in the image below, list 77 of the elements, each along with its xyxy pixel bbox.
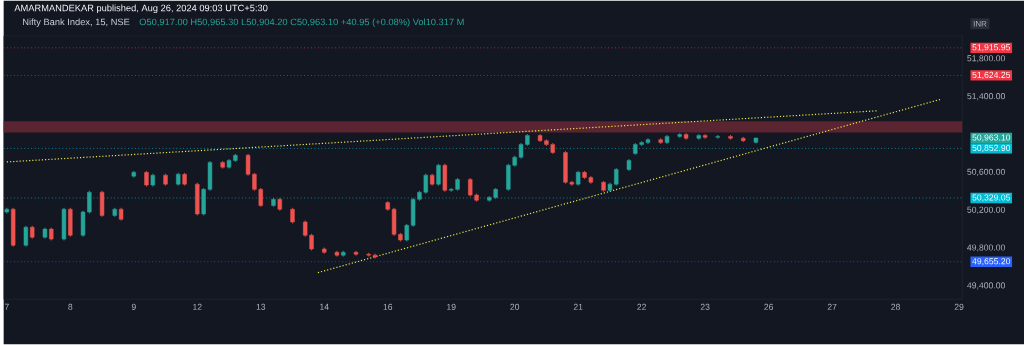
x-tick-label: 22 [637,304,646,311]
candlestick [334,250,340,258]
candlestick [99,190,105,218]
candlestick [341,250,346,258]
candlestick [220,160,225,170]
text: AMARMANDEKAR published, Aug 26, 2024 09:03 UTC+5:30 [14,4,268,14]
candlestick [277,197,282,212]
candlestick [49,227,54,241]
candlestick [702,133,708,140]
candlestick [658,138,663,145]
x-tick-label: 27 [827,304,837,311]
ref-line-label: 50,329.05 [972,194,1011,202]
x-tick-label: 20 [510,304,520,311]
y-tick-label: 51,400.00 [967,93,1005,101]
candlestick [61,207,67,241]
candlestick [290,207,295,224]
chart-title: Nifty Bank Index, 15, NSE [23,18,130,28]
x-tick-label: 28 [891,304,900,311]
candlestick [4,207,10,214]
y-tick-label: 50,200.00 [967,206,1005,214]
x-tick-label: 12 [193,304,202,311]
candlestick [429,173,435,187]
candlestick [664,134,670,145]
y-tick-label: 49,400.00 [967,282,1005,290]
candlestick [353,250,359,257]
candlestick [436,163,441,187]
ref-line-label: 50,852.90 [972,145,1011,153]
candlestick [30,225,35,240]
candlestick [614,168,619,187]
ref-line-label: 51,915.95 [972,44,1011,52]
candlestick [42,227,48,240]
x-tick-label: 26 [764,304,774,311]
candlestick [677,133,682,139]
x-tick-label: 8 [68,304,73,311]
candlestick [753,137,759,145]
candlestick [575,170,581,187]
candlestick [11,207,16,248]
x-tick-label: 16 [383,304,393,311]
x-tick-label: 19 [447,304,456,311]
candlestick [112,207,117,218]
candlestick [728,134,733,141]
candlestick [150,173,156,188]
candlestick [23,225,29,248]
candlestick [182,172,187,187]
text: 50,963.10 [972,134,1011,142]
candlestick [68,207,73,238]
candlestick [144,170,149,188]
candlestick [131,170,136,179]
x-tick-label: 23 [700,304,710,311]
candlestick [322,247,327,255]
candlestick [626,159,632,172]
x-tick-label: 7 [4,304,9,310]
x-tick-label: 29 [954,304,964,311]
ref-line-label: 49,655.20 [972,258,1011,266]
candlestick [118,207,124,222]
candlestick [607,182,613,193]
candlestick [601,180,606,193]
candlestick [195,182,200,216]
y-tick-label: 50,600.00 [967,169,1005,177]
candlestick [176,172,181,187]
y-tick-label: 51,800.00 [967,55,1005,63]
candlestick [715,134,720,140]
candlestick [683,133,689,141]
candlestick [404,223,409,242]
candlestick [442,163,448,193]
y-tick-label: 49,800.00 [967,244,1005,252]
chart-subtitle: O50,917.00 H50,965.30 L50,904.20 C50,963.10 +40.95 (+0.08%) Vol10.317 M [139,18,464,28]
candlestick [163,173,168,187]
ref-line-label: 51,624.25 [972,72,1011,80]
x-tick-label: 9 [131,304,136,311]
candlestick [271,197,276,208]
candlestick [385,201,390,212]
x-tick-label: 14 [320,304,329,310]
candlestick [741,136,746,143]
candlestick [696,133,701,141]
x-tick-label: 21 [573,304,583,311]
x-tick-label: 13 [256,304,266,311]
